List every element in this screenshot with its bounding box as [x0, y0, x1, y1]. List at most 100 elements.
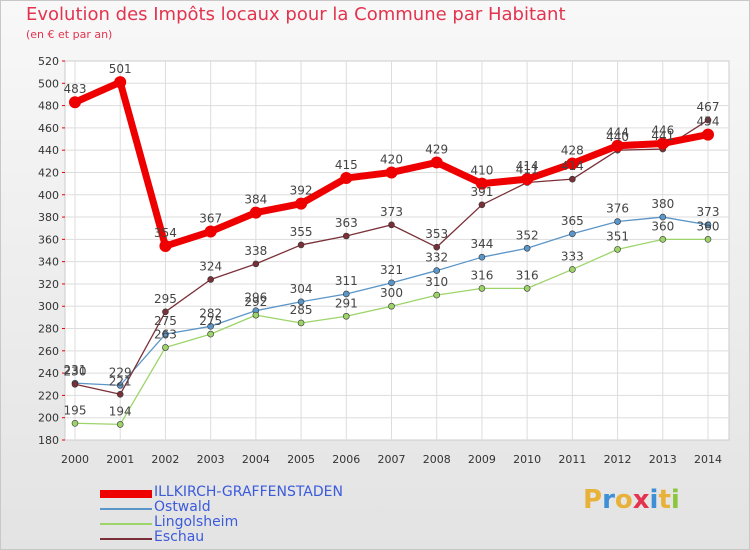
data-label: 376	[606, 202, 629, 216]
data-point	[342, 232, 350, 240]
data-point	[71, 419, 79, 427]
data-label: 454	[697, 115, 720, 129]
x-tick-label: 2005	[287, 453, 315, 466]
data-label: 321	[380, 263, 403, 277]
data-point	[433, 267, 441, 274]
data-label: 415	[335, 158, 358, 172]
data-label: 444	[606, 126, 629, 140]
data-point	[611, 139, 624, 152]
data-label: 338	[244, 244, 267, 258]
data-point	[659, 213, 667, 221]
y-tick-label: 260	[38, 345, 59, 358]
data-label: 292	[244, 295, 267, 309]
data-point	[252, 260, 260, 268]
data-point	[69, 96, 81, 109]
data-label: 275	[154, 314, 177, 328]
grid	[65, 61, 729, 440]
data-point	[656, 137, 669, 150]
data-point	[704, 236, 712, 243]
data-point	[569, 266, 576, 273]
data-label: 380	[651, 197, 674, 211]
x-tick-label: 2006	[332, 453, 360, 466]
data-point	[207, 330, 214, 338]
data-label: 221	[109, 374, 132, 388]
data-label: 365	[561, 214, 584, 228]
data-point	[162, 308, 169, 316]
y-tick-label: 400	[38, 189, 59, 202]
data-label: 428	[561, 144, 584, 158]
logo-letter: r	[602, 485, 615, 515]
x-tick-label: 2014	[694, 453, 722, 466]
x-tick-label: 2008	[423, 453, 451, 466]
x-tick-label: 2013	[649, 453, 677, 466]
data-point	[116, 390, 124, 398]
data-label: 296	[244, 291, 267, 305]
data-point	[475, 177, 488, 190]
data-point	[385, 166, 398, 179]
logo-letter: P	[583, 485, 603, 515]
y-tick-label: 340	[38, 256, 59, 269]
data-label: 275	[199, 314, 222, 328]
data-point	[252, 311, 260, 319]
data-point	[702, 128, 714, 141]
data-label: 384	[244, 193, 267, 207]
data-label: 483	[64, 82, 87, 96]
data-point	[159, 240, 172, 253]
data-label: 440	[606, 130, 629, 144]
data-label: 344	[470, 237, 493, 251]
data-point	[521, 173, 534, 186]
x-tick-label: 2001	[106, 453, 134, 466]
data-label: 295	[154, 292, 177, 306]
logo-letter: i	[649, 485, 659, 515]
data-point	[569, 175, 576, 183]
data-point	[295, 197, 308, 210]
data-point	[566, 157, 579, 170]
data-label: 391	[470, 185, 493, 199]
data-point	[523, 244, 531, 252]
data-point	[704, 116, 712, 124]
x-tick-label: 2003	[197, 453, 225, 466]
data-point	[71, 380, 79, 388]
data-point	[523, 285, 531, 292]
data-label: 194	[109, 404, 132, 418]
data-point	[388, 279, 395, 287]
data-label: 420	[380, 152, 403, 166]
data-label: 411	[516, 163, 539, 177]
axes: 180 200 220 240 260 280 300 320 340 360 380 400 420 4…	[38, 55, 722, 466]
legend-swatch	[100, 508, 152, 510]
data-label: 441	[651, 129, 674, 143]
chart-subtitle: (en € et par an)	[26, 28, 113, 41]
data-label: 291	[335, 296, 358, 310]
legend-swatch	[100, 538, 152, 540]
legend-label: Ostwald	[154, 499, 211, 515]
data-point	[614, 246, 621, 253]
data-label: 414	[516, 159, 539, 173]
data-point	[478, 253, 486, 261]
data-label: 392	[290, 184, 313, 198]
legend-label: Eschau	[154, 529, 205, 545]
data-point	[249, 206, 262, 219]
data-label: 300	[380, 286, 403, 300]
y-tick-label: 520	[38, 55, 59, 68]
data-point	[433, 243, 441, 251]
data-label: 373	[697, 205, 720, 219]
data-label: 282	[199, 306, 222, 320]
x-tick-label: 2010	[513, 453, 541, 466]
data-label: 316	[516, 268, 539, 282]
data-point	[162, 344, 169, 351]
x-tick-label: 2011	[558, 453, 586, 466]
y-tick-label: 420	[38, 166, 59, 179]
y-tick-label: 460	[38, 122, 59, 135]
y-tick-label: 360	[38, 233, 59, 246]
data-point	[297, 241, 305, 249]
data-point	[342, 290, 350, 298]
data-point	[388, 302, 395, 310]
data-label: 332	[425, 251, 448, 265]
data-point	[297, 298, 305, 306]
y-tick-label: 200	[38, 412, 59, 425]
data-point	[614, 218, 621, 225]
y-tick-label: 240	[38, 367, 59, 380]
y-tick-label: 300	[38, 300, 59, 313]
